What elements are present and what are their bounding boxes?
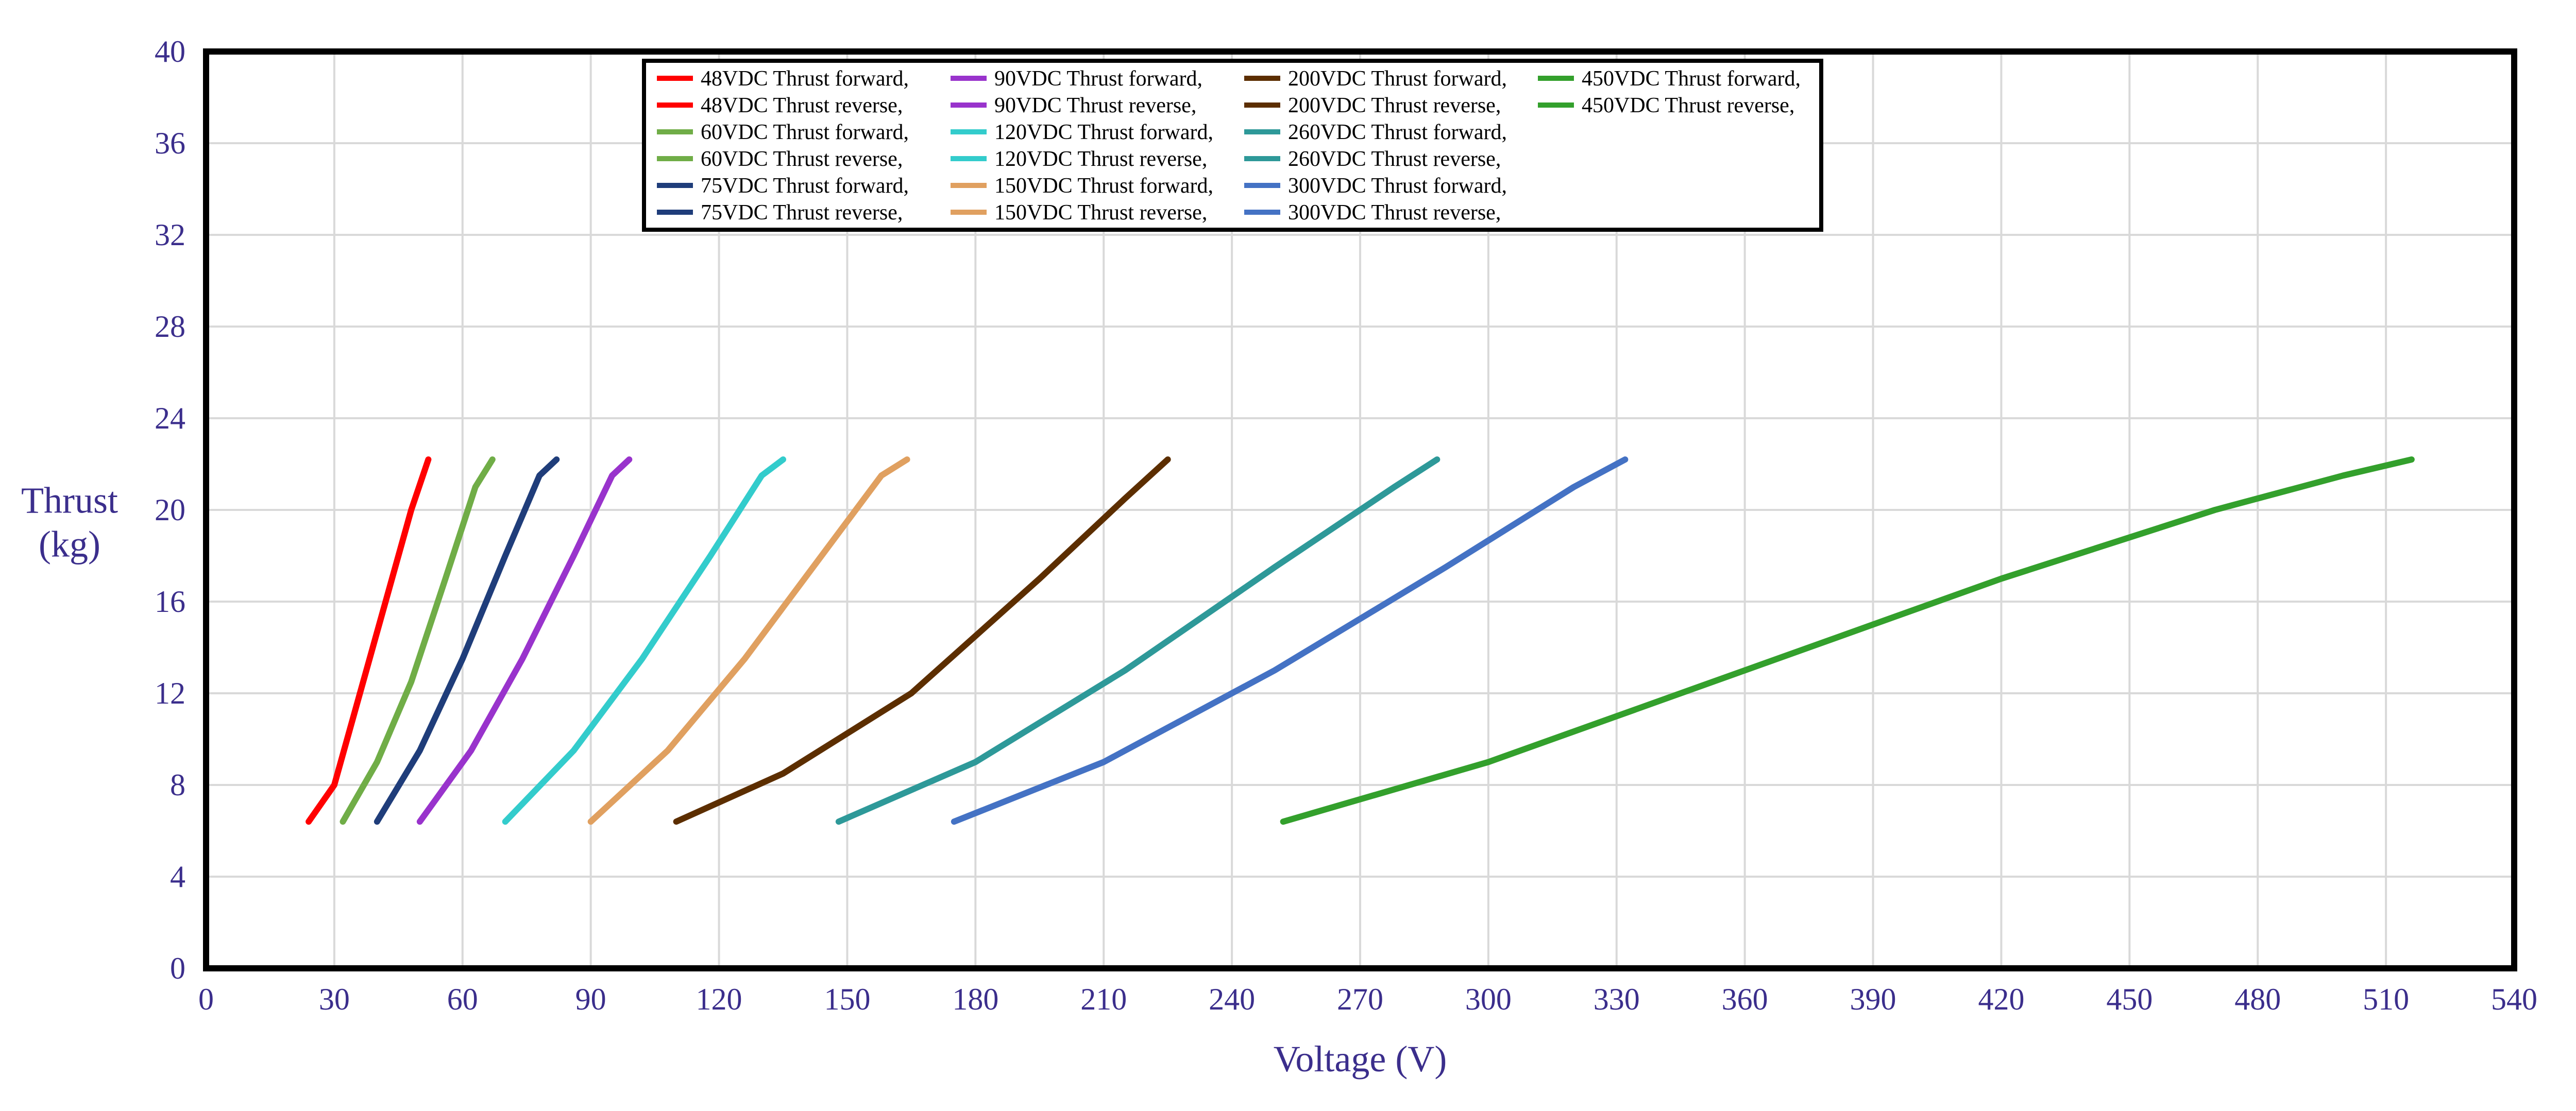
x-tick-label: 480	[2234, 982, 2281, 1016]
x-tick-labels: 0 30 60 90 120 150 180 210 240 270 300 330 360 390 420…	[198, 982, 2537, 1016]
x-tick-label: 210	[1080, 982, 1127, 1016]
x-tick-label: 540	[2491, 982, 2537, 1016]
legend-label: 48VDC Thrust forward,	[701, 67, 909, 91]
x-tick-label: 300	[1465, 982, 1512, 1016]
y-tick-label: 8	[170, 768, 185, 802]
y-tick-label: 24	[155, 401, 185, 435]
y-tick-label: 32	[155, 218, 185, 252]
x-tick-label: 510	[2363, 982, 2409, 1016]
legend-label: 150VDC Thrust forward,	[994, 174, 1213, 198]
y-tick-label: 12	[155, 676, 185, 710]
x-tick-label: 120	[696, 982, 742, 1016]
legend-label: 450VDC Thrust forward,	[1582, 67, 1801, 91]
y-tick-label: 4	[170, 860, 185, 894]
y-tick-label: 36	[155, 126, 185, 160]
x-tick-label: 330	[1594, 982, 1640, 1016]
x-tick-label: 450	[2106, 982, 2153, 1016]
y-tick-label: 16	[155, 585, 185, 619]
legend-label: 260VDC Thrust forward,	[1288, 121, 1507, 144]
x-tick-label: 390	[1850, 982, 1896, 1016]
legend-label: 60VDC Thrust forward,	[701, 121, 909, 144]
legend-label: 90VDC Thrust reverse,	[994, 94, 1196, 117]
y-tick-label: 0	[170, 951, 185, 985]
thrust-voltage-chart: 0306090120150180210240270300330360390420…	[0, 0, 2576, 1111]
y-tick-labels: 0 4 8 12 16 20 24 28 32 36 40	[155, 35, 185, 985]
legend-label: 150VDC Thrust reverse,	[994, 201, 1207, 225]
x-tick-label: 150	[824, 982, 870, 1016]
y-axis-title-line2: (kg)	[39, 524, 100, 565]
legend-label: 300VDC Thrust reverse,	[1288, 201, 1501, 225]
legend-label: 75VDC Thrust forward,	[701, 174, 909, 198]
legend-label: 200VDC Thrust forward,	[1288, 67, 1507, 91]
legend-label: 200VDC Thrust reverse,	[1288, 94, 1501, 117]
x-axis-title: Voltage (V)	[1274, 1038, 1447, 1080]
x-tick-label: 180	[952, 982, 998, 1016]
x-tick-label: 270	[1337, 982, 1383, 1016]
legend: 48VDC Thrust forward, 90VDC Thrust forwar…	[644, 61, 1821, 230]
legend-label: 90VDC Thrust forward,	[994, 67, 1202, 91]
legend-label: 60VDC Thrust reverse,	[701, 147, 903, 171]
x-tick-label: 30	[319, 982, 350, 1016]
x-tick-label: 0	[198, 982, 214, 1016]
legend-label: 260VDC Thrust reverse,	[1288, 147, 1501, 171]
legend-label: 120VDC Thrust reverse,	[994, 147, 1207, 171]
chart-container: 0306090120150180210240270300330360390420…	[0, 0, 2576, 1111]
x-tick-label: 240	[1209, 982, 1255, 1016]
x-tick-label: 60	[447, 982, 478, 1016]
x-tick-label: 420	[1978, 982, 2024, 1016]
legend-label: 75VDC Thrust reverse,	[701, 201, 903, 225]
legend-label: 300VDC Thrust forward,	[1288, 174, 1507, 198]
y-tick-label: 40	[155, 35, 185, 69]
legend-label: 450VDC Thrust reverse,	[1582, 94, 1794, 117]
y-axis-title-line1: Thrust	[21, 480, 118, 521]
x-tick-label: 90	[575, 982, 606, 1016]
y-tick-label: 28	[155, 310, 185, 344]
legend-label: 120VDC Thrust forward,	[994, 121, 1213, 144]
y-tick-label: 20	[155, 493, 185, 527]
x-tick-label: 360	[1722, 982, 1768, 1016]
legend-label: 48VDC Thrust reverse,	[701, 94, 903, 117]
